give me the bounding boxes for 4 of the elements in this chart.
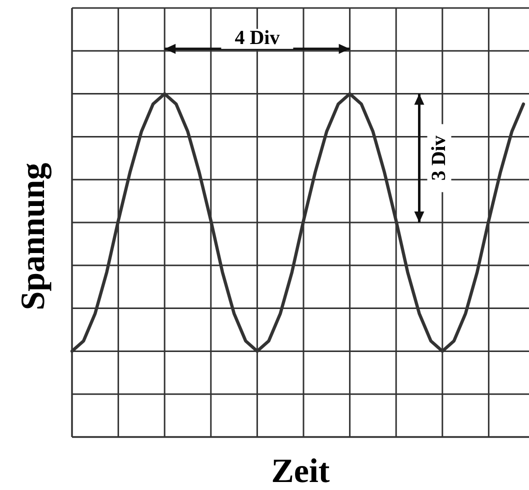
x-axis-title: Zeit — [271, 453, 330, 490]
y-axis-title: Spannung — [15, 162, 52, 310]
annotation: 3 Div — [428, 136, 450, 181]
text: 4 Div — [234, 26, 280, 49]
